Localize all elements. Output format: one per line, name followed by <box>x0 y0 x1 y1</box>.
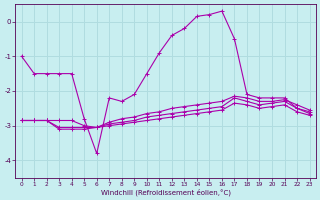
X-axis label: Windchill (Refroidissement éolien,°C): Windchill (Refroidissement éolien,°C) <box>100 188 231 196</box>
